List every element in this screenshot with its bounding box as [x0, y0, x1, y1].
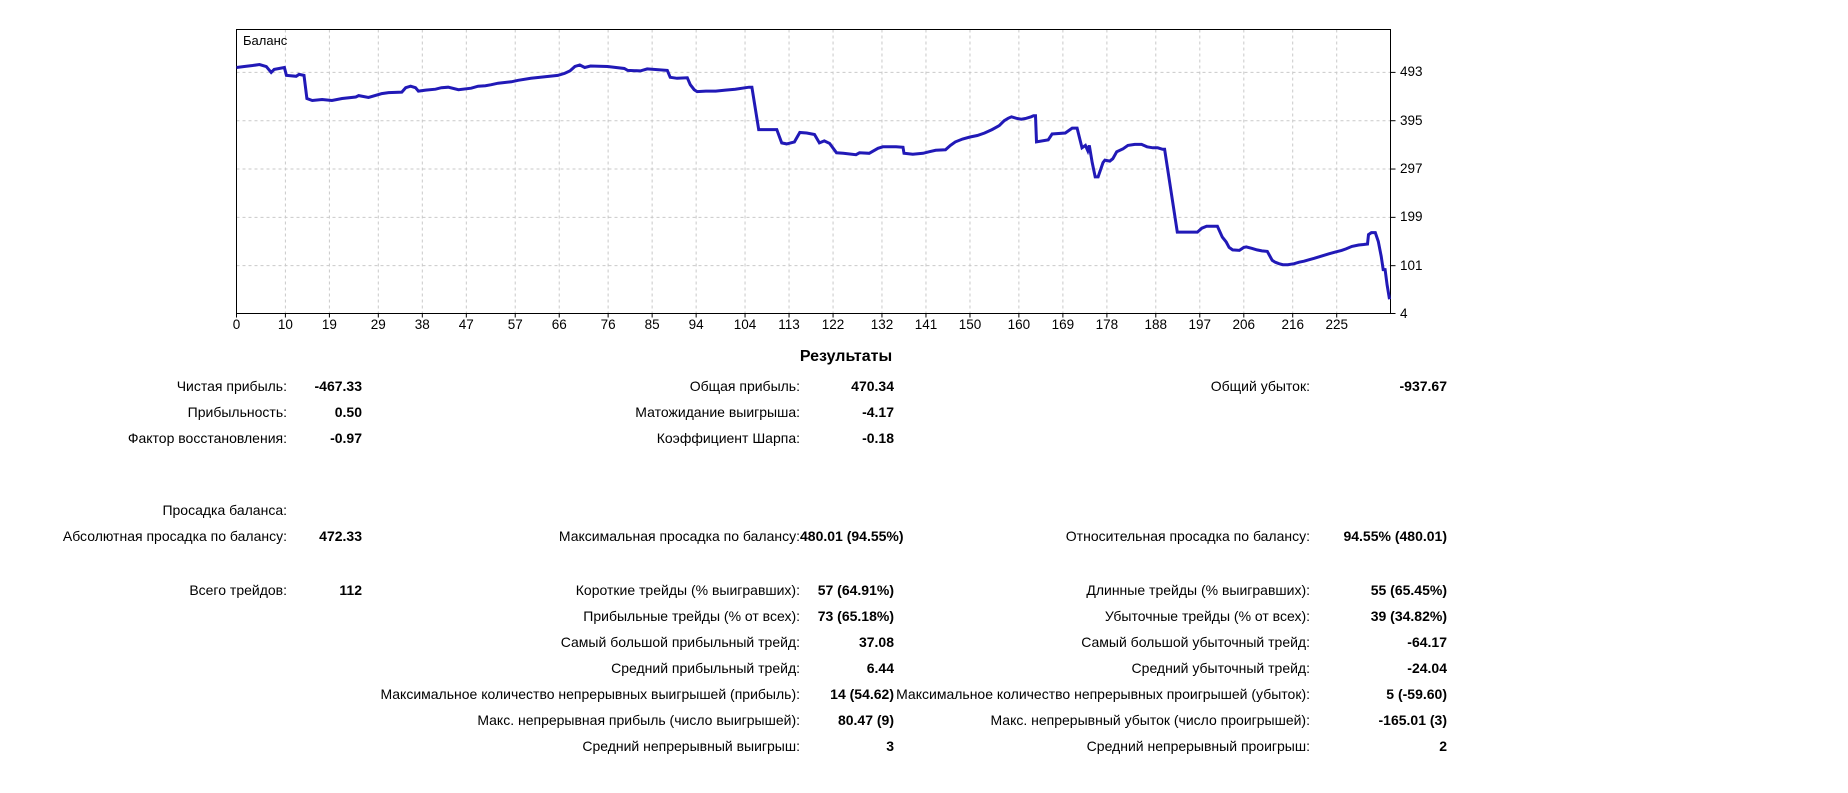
- x-tick-label: 216: [1281, 317, 1304, 332]
- stat-label-max-consecutive-loss: Макс. непрерывный убыток (число проигрыш…: [990, 712, 1310, 728]
- stat-value-max-consecutive-loss: -165.01 (3): [1378, 712, 1447, 728]
- stat-value-maximal-drawdown: 480.01 (94.55%): [800, 528, 904, 544]
- stat-label-sharpe-ratio: Коэффициент Шарпа:: [656, 430, 800, 446]
- stat-label-largest-loss-trade: Самый большой убыточный трейд:: [1081, 634, 1310, 650]
- stat-label-absolute-drawdown: Абсолютная просадка по балансу:: [62, 528, 287, 544]
- y-tick-label: 199: [1400, 209, 1423, 225]
- stat-value-average-loss-trade: -24.04: [1407, 660, 1447, 676]
- balance-plot: [236, 29, 1396, 318]
- stat-label-max-consecutive-profit: Макс. непрерывная прибыль (число выигрыш…: [477, 712, 800, 728]
- x-axis-labels: 0 10 19 29 38 47 57 66 76 85 94 104 113 122 132 141 150 1…: [233, 317, 1436, 337]
- stat-label-max-consecutive-losses: Максимальное количество непрерывных прои…: [896, 686, 1310, 702]
- results-title: Результаты: [799, 348, 893, 365]
- x-tick-label: 10: [277, 317, 293, 332]
- stat-label-profit-trades: Прибыльные трейды (% от всех):: [583, 608, 800, 624]
- stat-label-average-consecutive-wins: Средний непрерывный выигрыш:: [582, 738, 800, 754]
- stat-label-gross-profit: Общая прибыль:: [689, 378, 800, 394]
- x-tick-label: 47: [458, 317, 474, 332]
- x-tick-label: 150: [958, 317, 982, 332]
- chart-series-label: Баланс: [243, 33, 288, 48]
- stat-label-largest-profit-trade: Самый большой прибыльный трейд:: [560, 634, 800, 650]
- stat-value-largest-profit-trade: 37.08: [858, 634, 894, 650]
- stat-value-profit-trades: 73 (65.18%): [817, 608, 894, 624]
- stat-value-largest-loss-trade: -64.17: [1407, 634, 1447, 650]
- stat-value-net-profit: -467.33: [314, 378, 362, 394]
- x-tick-label: 29: [370, 317, 386, 332]
- stat-label-long-trades: Длинные трейды (% выигравших):: [1086, 582, 1310, 598]
- stat-value-recovery-factor: -0.97: [330, 430, 362, 446]
- x-tick-label: 122: [821, 317, 845, 332]
- stat-label-maximal-drawdown: Максимальная просадка по балансу:: [558, 528, 800, 544]
- stat-value-gross-loss: -937.67: [1399, 378, 1447, 394]
- x-tick-label: 169: [1051, 317, 1075, 332]
- stat-value-sharpe-ratio: -0.18: [862, 430, 894, 446]
- x-tick-label: 57: [507, 317, 523, 332]
- stat-label-relative-drawdown: Относительная просадка по балансу:: [1065, 528, 1310, 544]
- stat-value-relative-drawdown: 94.55% (480.01): [1343, 528, 1447, 544]
- y-axis-labels: 493 395 297 199 101 4: [1400, 29, 1440, 329]
- stat-label-expected-payoff: Матожидание выигрыша:: [635, 404, 800, 420]
- stat-value-loss-trades: 39 (34.82%): [1370, 608, 1447, 624]
- stat-label-balance-drawdown: Просадка баланса:: [162, 502, 287, 518]
- x-tick-label: 206: [1232, 317, 1256, 332]
- stat-value-expected-payoff: -4.17: [862, 404, 894, 420]
- stat-label-loss-trades: Убыточные трейды (% от всех):: [1104, 608, 1310, 624]
- stat-label-gross-loss: Общий убыток:: [1210, 378, 1310, 394]
- stat-value-max-consecutive-wins: 14 (54.62): [830, 686, 894, 702]
- x-tick-label: 104: [733, 317, 757, 332]
- x-tick-label: 38: [414, 317, 430, 332]
- x-tick-label: 160: [1007, 317, 1031, 332]
- x-tick-label: 113: [778, 317, 800, 332]
- stat-value-short-trades: 57 (64.91%): [817, 582, 894, 598]
- stat-value-average-consecutive-wins: 3: [886, 738, 894, 754]
- stat-value-max-consecutive-losses: 5 (-59.60): [1386, 686, 1447, 702]
- stat-value-gross-profit: 470.34: [851, 378, 894, 394]
- x-tick-label: 225: [1325, 317, 1348, 332]
- x-tick-label: 178: [1095, 317, 1119, 332]
- stat-label-net-profit: Чистая прибыль:: [176, 378, 287, 394]
- x-tick-label: 197: [1188, 317, 1212, 332]
- stat-label-average-consecutive-losses: Средний непрерывный проигрыш:: [1086, 738, 1310, 754]
- balance-chart: Баланс: [236, 29, 1406, 324]
- stat-label-recovery-factor: Фактор восстановления:: [127, 430, 287, 446]
- stat-label-profit-factor: Прибыльность:: [187, 404, 287, 420]
- stat-value-average-consecutive-losses: 2: [1439, 738, 1447, 754]
- x-tick-label: 66: [551, 317, 567, 332]
- y-tick-label: 4: [1400, 305, 1408, 321]
- x-tick-label: 132: [870, 317, 894, 332]
- y-tick-label: 297: [1400, 161, 1423, 177]
- x-tick-label: 19: [321, 317, 337, 332]
- y-tick-label: 493: [1400, 64, 1423, 80]
- stat-label-short-trades: Короткие трейды (% выигравших):: [575, 582, 800, 598]
- stat-value-average-profit-trade: 6.44: [866, 660, 894, 676]
- stat-label-average-loss-trade: Средний убыточный трейд:: [1131, 660, 1310, 676]
- stat-value-profit-factor: 0.50: [334, 404, 362, 420]
- x-tick-label: 85: [644, 317, 660, 332]
- stat-value-absolute-drawdown: 472.33: [319, 528, 362, 544]
- stat-value-max-consecutive-profit: 80.47 (9): [837, 712, 894, 728]
- stat-label-average-profit-trade: Средний прибыльный трейд:: [611, 660, 800, 676]
- stat-value-long-trades: 55 (65.45%): [1370, 582, 1447, 598]
- stat-label-total-trades: Всего трейдов:: [189, 582, 287, 598]
- x-tick-label: 0: [232, 317, 241, 332]
- x-tick-label: 188: [1144, 317, 1168, 332]
- y-tick-label: 395: [1400, 112, 1423, 128]
- y-tick-label: 101: [1400, 257, 1423, 273]
- stat-label-max-consecutive-wins: Максимальное количество непрерывных выиг…: [380, 686, 800, 702]
- stat-value-total-trades: 112: [339, 582, 362, 598]
- x-tick-label: 141: [914, 317, 938, 332]
- x-tick-label: 76: [600, 317, 616, 332]
- x-tick-label: 94: [688, 317, 704, 332]
